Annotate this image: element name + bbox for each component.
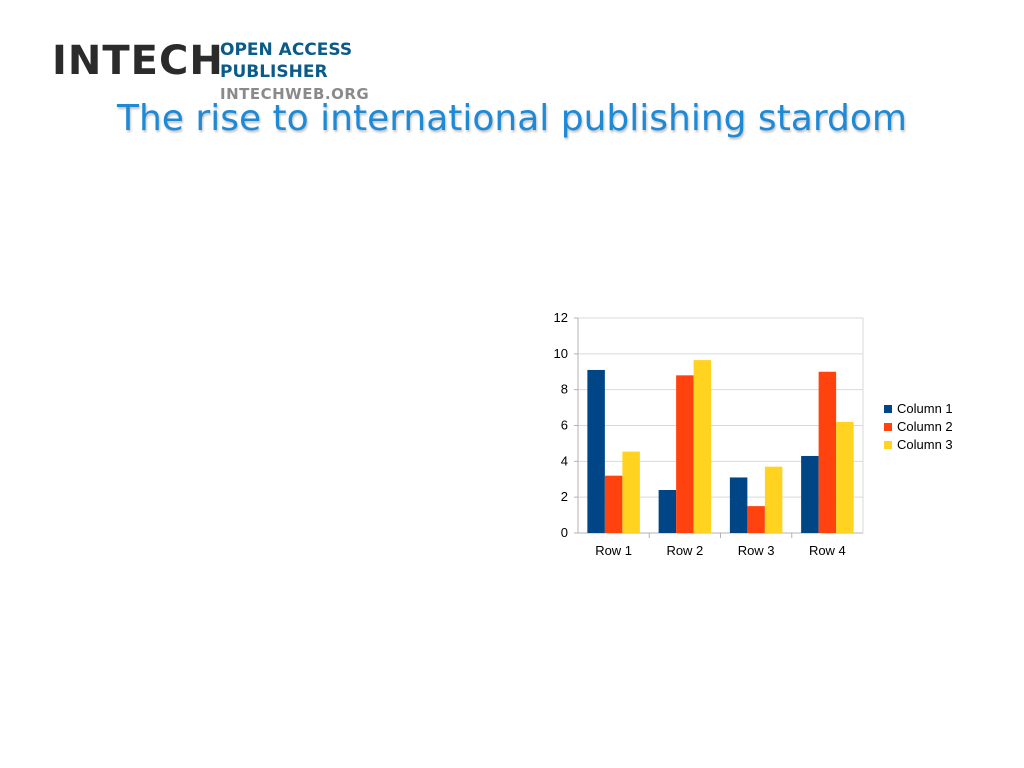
y-tick-label: 10 (554, 346, 568, 361)
bar (658, 490, 677, 533)
bar (764, 466, 783, 533)
legend-label: Column 2 (897, 419, 953, 434)
y-tick-label: 6 (561, 418, 568, 433)
y-tick-label: 4 (561, 453, 568, 468)
x-tick-label: Row 3 (738, 543, 775, 558)
bar (587, 369, 605, 533)
bar (693, 360, 712, 533)
bar (729, 477, 748, 533)
x-tick-label: Row 1 (595, 543, 632, 558)
legend-swatch (884, 423, 892, 431)
logo-tagline-line1: OPEN ACCESS (220, 40, 353, 60)
legend-swatch (884, 405, 892, 413)
bar-chart: 0 2 4 6 8 10 12 Row 1 Row 2 Row 3 Row 4 Column 1 Col… (530, 300, 980, 580)
bar (801, 455, 819, 533)
bar-chart-svg: 0 2 4 6 8 10 12 Row 1 Row 2 Row 3 Row 4 Column 1 Col… (554, 310, 953, 558)
slide-title: The rise to international publishing sta… (117, 98, 907, 139)
bar (604, 475, 623, 533)
x-tick-label: Row 4 (809, 543, 846, 558)
y-tick-label: 2 (561, 489, 568, 504)
y-tick-label: 8 (561, 382, 568, 397)
y-tick-label: 0 (561, 525, 568, 540)
bar (836, 421, 854, 533)
x-tick-label: Row 2 (666, 543, 703, 558)
y-tick-label: 12 (554, 310, 568, 325)
legend-swatch (884, 441, 892, 449)
bar (747, 506, 765, 533)
logo-tagline: OPEN ACCESS PUBLISHER (220, 39, 352, 83)
legend-label: Column 3 (897, 437, 953, 452)
logo-wordmark: INTECH (52, 38, 224, 84)
bar (622, 451, 640, 533)
legend-label: Column 1 (897, 401, 953, 416)
bar (676, 375, 694, 533)
logo-tagline-line2: PUBLISHER (220, 62, 328, 82)
bar (818, 371, 837, 533)
publisher-logo: INTECH OPEN ACCESS PUBLISHER INTECHWEB.O… (50, 38, 374, 103)
logo-website: INTECHWEB.ORG (220, 85, 370, 103)
